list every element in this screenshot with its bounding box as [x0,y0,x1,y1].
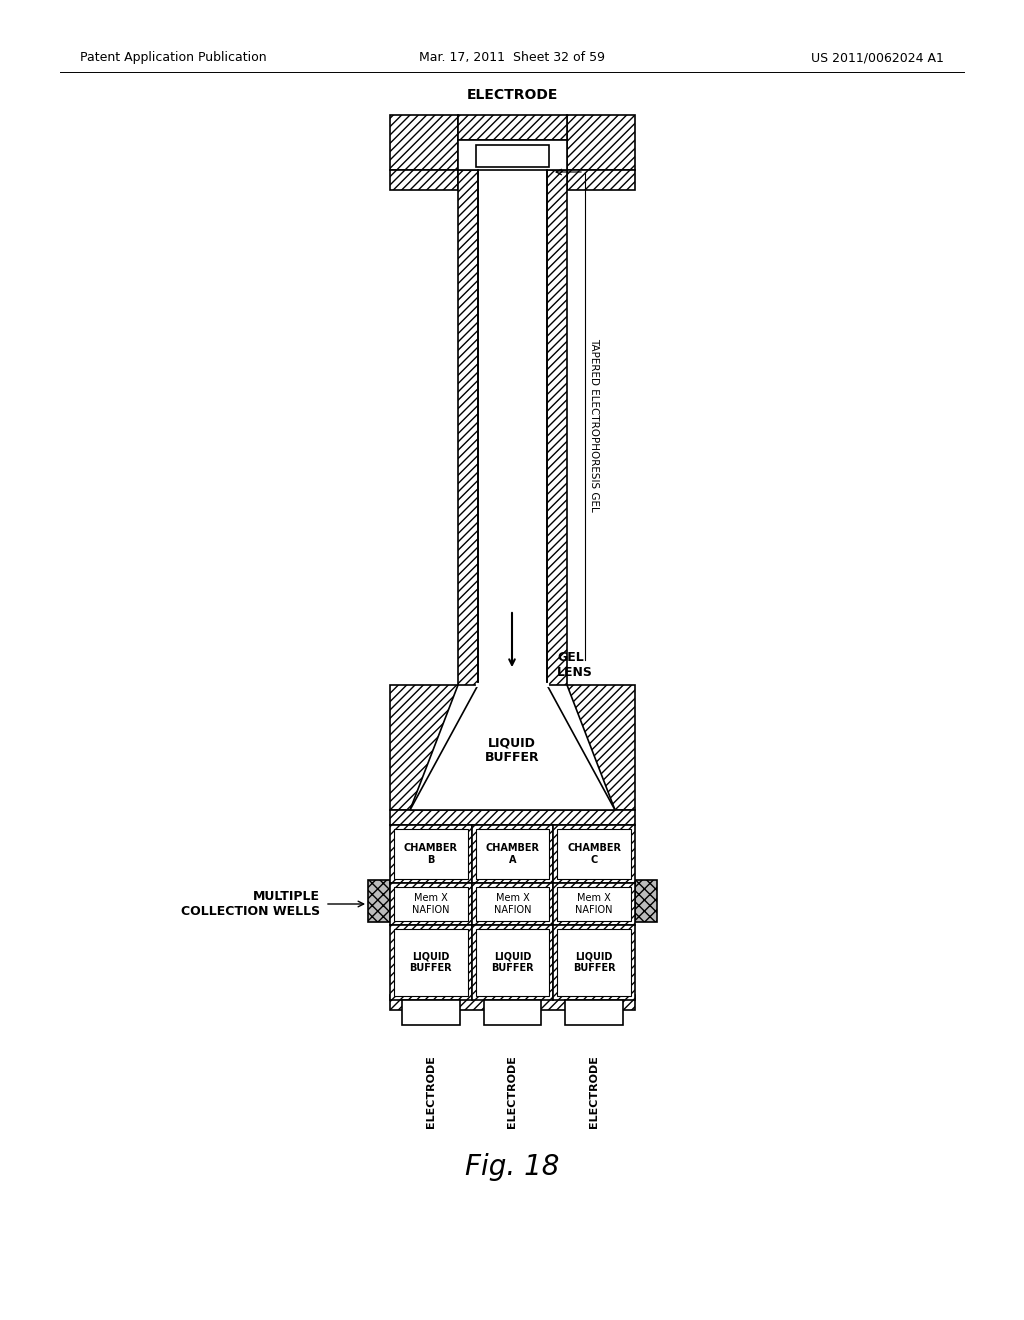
Bar [458,140,567,170]
Bar [472,925,553,1001]
Bar [553,883,635,925]
Text: ELECTRODE: ELECTRODE [508,1056,517,1129]
Text: Fig. 18: Fig. 18 [465,1152,559,1181]
Bar [458,170,478,685]
Bar [402,1001,460,1026]
Text: GEL
LENS: GEL LENS [557,651,593,678]
Text: ELECTRODE: ELECTRODE [466,88,558,102]
Bar [567,170,635,190]
Bar [476,887,549,921]
Polygon shape [567,685,635,810]
Bar [547,170,567,685]
Bar [390,825,472,883]
Text: CHAMBER
B: CHAMBER B [403,843,458,865]
Bar [390,810,635,825]
Text: CHAMBER
A: CHAMBER A [485,843,540,865]
Bar [394,929,468,997]
Bar [635,880,657,921]
Bar [567,115,635,170]
Text: MULTIPLE
COLLECTION WELLS: MULTIPLE COLLECTION WELLS [181,890,319,917]
Bar [557,887,631,921]
Bar [390,995,635,1010]
Bar [476,829,549,879]
Bar [483,1001,542,1026]
Text: TAPERED ELECTROPHORESIS GEL: TAPERED ELECTROPHORESIS GEL [589,338,599,512]
Bar [476,145,549,168]
Bar [368,880,390,921]
Text: CHAMBER
C: CHAMBER C [567,843,622,865]
Text: LIQUID
BUFFER: LIQUID BUFFER [492,952,534,973]
Bar [390,925,472,1001]
Text: LIQUID
BUFFER: LIQUID BUFFER [410,952,453,973]
Bar [458,115,567,140]
Bar [472,825,553,883]
Bar [390,115,458,170]
Bar [565,1001,623,1026]
Bar [553,925,635,1001]
Text: LIQUID
BUFFER: LIQUID BUFFER [484,737,540,764]
Bar [557,829,631,879]
Bar [472,883,553,925]
Text: Mem X
NAFION: Mem X NAFION [412,894,450,915]
Bar [476,929,549,997]
Bar [557,929,631,997]
Bar [553,825,635,883]
Text: Mem X
NAFION: Mem X NAFION [575,894,613,915]
Bar [478,170,547,685]
Text: Mar. 17, 2011  Sheet 32 of 59: Mar. 17, 2011 Sheet 32 of 59 [419,51,605,65]
Text: Patent Application Publication: Patent Application Publication [80,51,266,65]
Text: Mem X
NAFION: Mem X NAFION [494,894,531,915]
Bar [390,883,472,925]
Bar [394,829,468,879]
Polygon shape [410,685,615,810]
Bar [390,170,458,190]
Text: ELECTRODE: ELECTRODE [426,1056,436,1129]
Text: US 2011/0062024 A1: US 2011/0062024 A1 [811,51,944,65]
Text: ELECTRODE: ELECTRODE [589,1056,599,1129]
Bar [394,887,468,921]
Polygon shape [390,685,458,810]
Text: LIQUID
BUFFER: LIQUID BUFFER [572,952,615,973]
